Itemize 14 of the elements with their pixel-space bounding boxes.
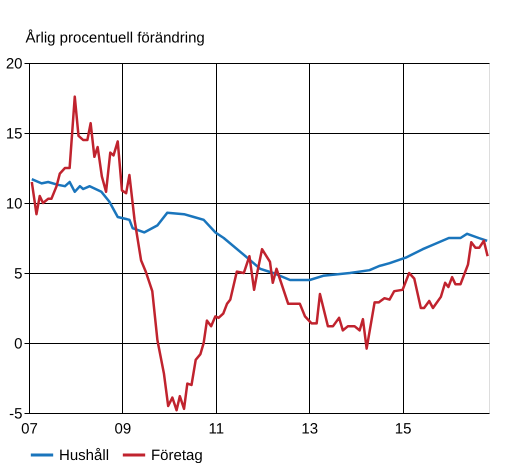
legend-label: Företag	[151, 447, 203, 464]
legend-label: Hushåll	[59, 447, 110, 464]
x-tick-label: 11	[208, 420, 224, 438]
y-tick-label: -5	[9, 406, 22, 422]
x-tick-label: 07	[21, 420, 38, 438]
y-axis-title: Årlig procentuell förändring	[26, 28, 205, 46]
x-tick-label: 13	[301, 420, 318, 438]
y-tick-label: 5	[14, 266, 22, 282]
y-tick-label: 0	[14, 336, 22, 352]
y-tick-label: 20	[6, 56, 22, 72]
y-tick-label: 15	[6, 126, 22, 142]
x-tick-label: 09	[114, 420, 132, 438]
y-tick-label: 10	[6, 196, 22, 212]
x-tick-label: 15	[394, 420, 412, 438]
